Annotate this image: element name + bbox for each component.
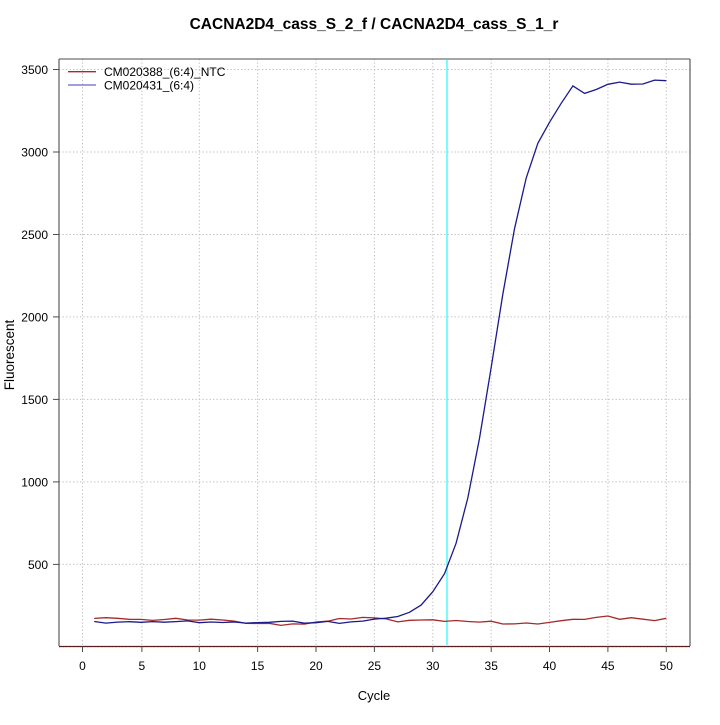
svg-text:5: 5 xyxy=(139,659,146,673)
svg-text:CACNA2D4_cass_S_2_f / CACNA2D4: CACNA2D4_cass_S_2_f / CACNA2D4_cass_S_1_… xyxy=(190,16,559,33)
svg-text:1500: 1500 xyxy=(21,393,48,407)
svg-text:500: 500 xyxy=(28,558,48,572)
svg-text:1000: 1000 xyxy=(21,475,48,489)
svg-text:3500: 3500 xyxy=(21,63,48,77)
svg-text:3000: 3000 xyxy=(21,145,48,159)
svg-text:30: 30 xyxy=(426,659,440,673)
svg-text:45: 45 xyxy=(601,659,615,673)
svg-text:Cycle: Cycle xyxy=(358,688,391,703)
svg-text:CM020431_(6:4): CM020431_(6:4) xyxy=(104,78,194,92)
svg-text:50: 50 xyxy=(660,659,674,673)
svg-text:40: 40 xyxy=(543,659,557,673)
svg-text:2500: 2500 xyxy=(21,228,48,242)
svg-text:15: 15 xyxy=(251,659,265,673)
svg-text:Fluorescent: Fluorescent xyxy=(2,319,17,390)
svg-text:20: 20 xyxy=(309,659,323,673)
svg-text:CM020388_(6:4)_NTC: CM020388_(6:4)_NTC xyxy=(104,65,226,79)
svg-text:0: 0 xyxy=(79,659,86,673)
svg-text:35: 35 xyxy=(485,659,499,673)
svg-text:2000: 2000 xyxy=(21,310,48,324)
svg-text:25: 25 xyxy=(368,659,382,673)
svg-text:10: 10 xyxy=(193,659,207,673)
